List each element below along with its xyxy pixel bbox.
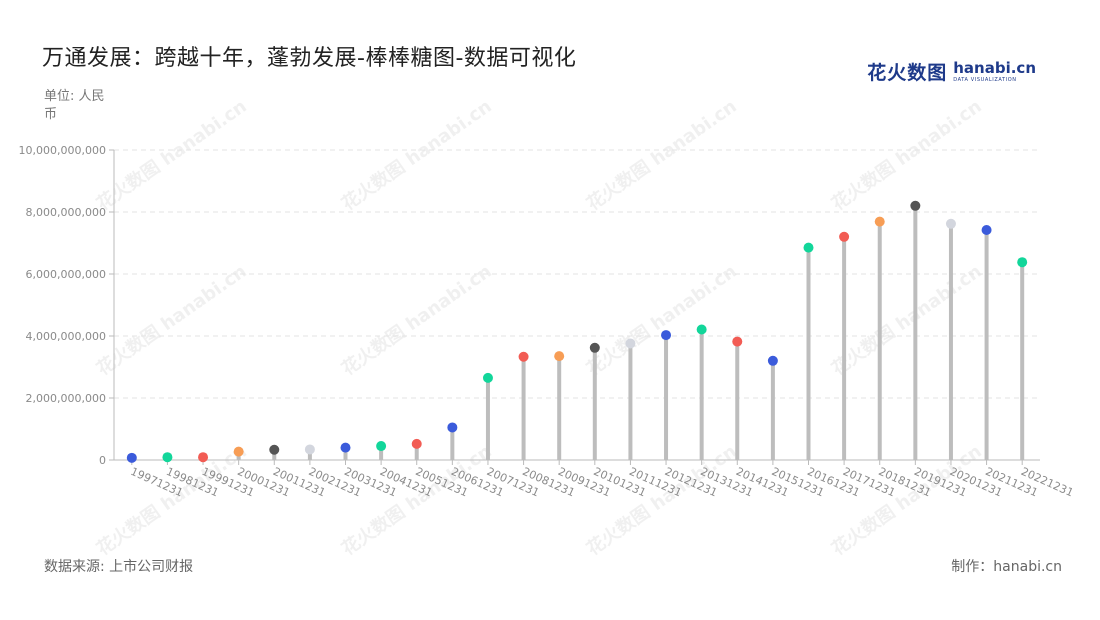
lollipop-dot (732, 336, 743, 347)
grid-layer (114, 149, 1040, 399)
y-tick-label: 8,000,000,000 (26, 206, 106, 219)
lollipop-dot (126, 452, 137, 463)
lollipop-dot (198, 452, 209, 463)
y-tick-label: 2,000,000,000 (26, 392, 106, 405)
watermark-text: 花火数图 hanabi.cn (583, 260, 741, 380)
watermark-text: 花火数图 hanabi.cn (583, 95, 741, 215)
watermark-text: 花火数图 hanabi.cn (93, 260, 251, 380)
lollipop-dot (554, 351, 565, 362)
axis-layer: 0 2,000,000,000 4,000,000,000 6,000,000,000… (19, 144, 1040, 467)
lollipop-dot (981, 224, 992, 235)
lollipop-dot (661, 330, 672, 341)
y-tick-label: 4,000,000,000 (26, 330, 106, 343)
lollipop-dot (518, 351, 529, 362)
lollipop-dot (696, 324, 707, 335)
watermark-text: 花火数图 hanabi.cn (828, 440, 986, 560)
lollipop-dot (269, 444, 280, 455)
credit-label: 制作：hanabi.cn (951, 559, 1062, 575)
logo-text-en: hanabi.cn (953, 58, 1036, 77)
lollipop-dot (839, 231, 850, 242)
lollipop-dot (874, 216, 885, 227)
lollipop-dot (589, 342, 600, 353)
watermark-text: 花火数图 hanabi.cn (583, 440, 741, 560)
lollipop-dot (447, 422, 458, 433)
watermark-text: 花火数图 hanabi.cn (338, 260, 496, 380)
y-tick-label: 0 (99, 454, 106, 467)
chart-title: 万通发展：跨越十年，蓬勃发展-棒棒糖图-数据可视化 (42, 46, 577, 71)
lollipop-dot (162, 452, 173, 463)
watermark-text: 花火数图 hanabi.cn (338, 95, 496, 215)
lollipop-dot (304, 444, 315, 455)
data-source-label: 数据来源: 上市公司财报 (44, 559, 194, 575)
lollipop-dot (1017, 257, 1028, 268)
lollipop-dot (803, 242, 814, 253)
lollipop-dot (411, 438, 422, 449)
logo-en-block: hanabi.cn DATA VISUALIZATION (953, 58, 1036, 83)
y-tick-label: 10,000,000,000 (19, 144, 106, 157)
y-tick-label: 6,000,000,000 (26, 268, 106, 281)
mark-layer (126, 200, 1028, 463)
watermark-text: 花火数图 hanabi.cn (93, 95, 251, 215)
lollipop-dot (233, 446, 244, 457)
lollipop-dot (945, 218, 956, 229)
lollipop-dot (910, 200, 921, 211)
brand-logo: 花火数图 hanabi.cn DATA VISUALIZATION (867, 58, 1036, 85)
logo-text-cn: 花火数图 (867, 62, 948, 84)
lollipop-dot (767, 355, 778, 366)
lollipop-dot (340, 442, 351, 453)
lollipop-dot (482, 372, 493, 383)
lollipop-dot (376, 441, 387, 452)
watermark-text: 花火数图 hanabi.cn (828, 95, 986, 215)
lollipop-dot (625, 338, 636, 349)
unit-label: 单位: 人民币 (44, 89, 105, 122)
logo-text-sub: DATA VISUALIZATION (953, 76, 1017, 83)
watermark-text: 花火数图 hanabi.cn (828, 260, 986, 380)
